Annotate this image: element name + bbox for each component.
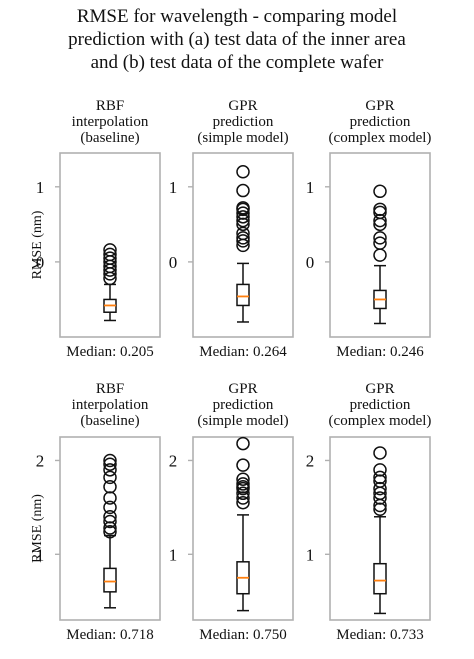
- row-a-panel-2-outlier-7: [236, 210, 250, 224]
- row-b-panel-2-title-line-1: GPR: [228, 381, 257, 397]
- row-b-panel-2-title-line-2: prediction: [213, 397, 274, 413]
- row-a-panel-2-box: [236, 283, 250, 307]
- row-b-panel-3-ytick-label-1: 1: [306, 545, 315, 564]
- row-a-panel-3-outlier-8: [373, 184, 387, 199]
- row-b-panel-1-title-line-1: RBF: [96, 381, 124, 397]
- row-a-panel-1-title-line-3: (baseline): [80, 130, 139, 146]
- row-b-panel-3-ytick-label-2: 2: [306, 451, 315, 470]
- row-a-panel-2-axes-frame: [192, 152, 294, 338]
- row-a-panel-2-outlier-3: [236, 231, 250, 245]
- figure-title-line-3: and (b) test data of the complete wafer: [91, 52, 384, 73]
- row-b-panel-1-title-line-2: interpolation: [72, 397, 149, 413]
- row-b-panel-1-outlier-5: [103, 500, 117, 515]
- row-a-panel-3-outlier-7: [373, 202, 387, 217]
- row-b-panel-1-box: [103, 567, 117, 593]
- row-b-panel-3-box: [373, 562, 387, 595]
- row-b-panel-1-median-label: Median: 0.718: [66, 627, 154, 643]
- row-b-panel-2-ytick-label-1: 1: [169, 545, 178, 564]
- row-b-panel-1-outlier-8: [103, 470, 117, 485]
- row-a-panel-2-outlier-12: [236, 165, 250, 179]
- row-a-panel-2-title-line-2: prediction: [213, 114, 274, 130]
- row-b-panel-3-title-line-2: prediction: [350, 397, 411, 413]
- row-b-panel-2-median-label: Median: 0.750: [199, 627, 287, 643]
- row-b-panel-2-outlier-6: [236, 477, 250, 491]
- row-a-panel-2-median-label: Median: 0.264: [199, 344, 287, 360]
- figure-title-line-2: prediction with (a) test data of the inn…: [68, 29, 406, 50]
- row-a-panel-2-title-line-1: GPR: [228, 98, 257, 114]
- row-b-panel-1-outlier-10: [103, 457, 117, 471]
- row-a-panel-2-outlier-4: [236, 226, 250, 241]
- row-a-panel-1-median-label: Median: 0.205: [66, 344, 154, 360]
- row-b-panel-2-outlier-9: [236, 436, 250, 451]
- row-a-panel-1-outlier-7: [103, 247, 117, 262]
- row-a-panel-2-outlier-10: [236, 201, 250, 215]
- row-b-panel-1-title-line-3: (baseline): [80, 413, 139, 429]
- row-b-panel-2-outlier-3: [236, 486, 250, 501]
- row-b-panel-1-outlier-1: [103, 525, 117, 539]
- row-b-panel-3-outlier-3: [373, 491, 387, 505]
- row-a-panel-3-ytick-label-1: 1: [306, 178, 315, 197]
- row-a-panel-2-outlier-11: [236, 183, 250, 198]
- row-a-panel-3-title-line-2: prediction: [350, 114, 411, 130]
- row-a-panel-3-axes-frame: [329, 152, 431, 338]
- row-a-panel-3-outlier-1: [373, 248, 387, 262]
- row-b-panel-1-outlier-4: [103, 510, 117, 524]
- figure-title-line-1: RMSE for wavelength - comparing model: [77, 6, 397, 27]
- row-b-panel-3-outlier-9: [373, 446, 387, 460]
- row-a-panel-3-ytick-label-0: 0: [306, 253, 315, 272]
- row-b-panel-1-ytick-label-1: 1: [36, 545, 45, 564]
- row-a-panel-3-title-line-3: (complex model): [329, 130, 432, 146]
- row-b-panel-1-axes-frame: [59, 436, 161, 621]
- row-b-panel-3-axes-frame: [329, 436, 431, 621]
- row-b-panel-1-ytick-label-2: 2: [36, 451, 45, 470]
- row-a-ylabel: RMSE (nm): [30, 210, 45, 279]
- row-b-panel-2-title-line-3: (simple model): [197, 413, 288, 429]
- row-b-panel-1-outlier-11: [103, 453, 117, 468]
- row-a-panel-1-outlier-6: [103, 251, 117, 265]
- row-a-panel-1-axes-frame: [59, 152, 161, 338]
- row-b-panel-3-title-line-1: GPR: [365, 381, 394, 397]
- row-a-panel-3-outlier-3: [373, 231, 387, 245]
- row-a-panel-2-outlier-8: [236, 206, 250, 220]
- row-a-panel-2-title-line-3: (simple model): [197, 130, 288, 146]
- row-a-panel-1-ytick-label-0: 0: [36, 253, 45, 272]
- row-b-panel-1-outlier-7: [103, 479, 117, 494]
- row-a-panel-1-title-line-1: RBF: [96, 98, 124, 114]
- row-b-panel-1-outlier-3: [103, 514, 117, 529]
- row-a-panel-3-title-line-1: GPR: [365, 98, 394, 114]
- row-a-panel-1-ytick-label-1: 1: [36, 178, 45, 197]
- row-a-panel-3-median-label: Median: 0.246: [336, 344, 424, 360]
- row-b-panel-3-outlier-7: [373, 470, 387, 485]
- row-a-panel-2-ytick-label-0: 0: [169, 253, 178, 272]
- row-b-panel-3-outlier-8: [373, 463, 387, 477]
- row-b-panel-2-outlier-8: [236, 458, 250, 472]
- row-a-panel-3-outlier-6: [373, 205, 387, 220]
- row-b-panel-1-outlier-9: [103, 463, 117, 477]
- row-a-panel-2-ytick-label-1: 1: [169, 178, 178, 197]
- row-b-panel-1-outlier-6: [103, 491, 117, 505]
- row-a-panel-3-outlier-2: [373, 236, 387, 250]
- row-a-panel-1-title-line-2: interpolation: [72, 114, 149, 130]
- row-b-panel-2-outlier-7: [236, 472, 250, 486]
- row-a-panel-1-outlier-8: [103, 243, 117, 257]
- row-b-panel-3-title-line-3: (complex model): [329, 413, 432, 429]
- row-b-ylabel: RMSE (nm): [30, 494, 45, 563]
- row-b-panel-2-outlier-1: [236, 495, 250, 510]
- row-b-panel-3-median-label: Median: 0.733: [336, 627, 424, 643]
- row-b-panel-2-ytick-label-2: 2: [169, 451, 178, 470]
